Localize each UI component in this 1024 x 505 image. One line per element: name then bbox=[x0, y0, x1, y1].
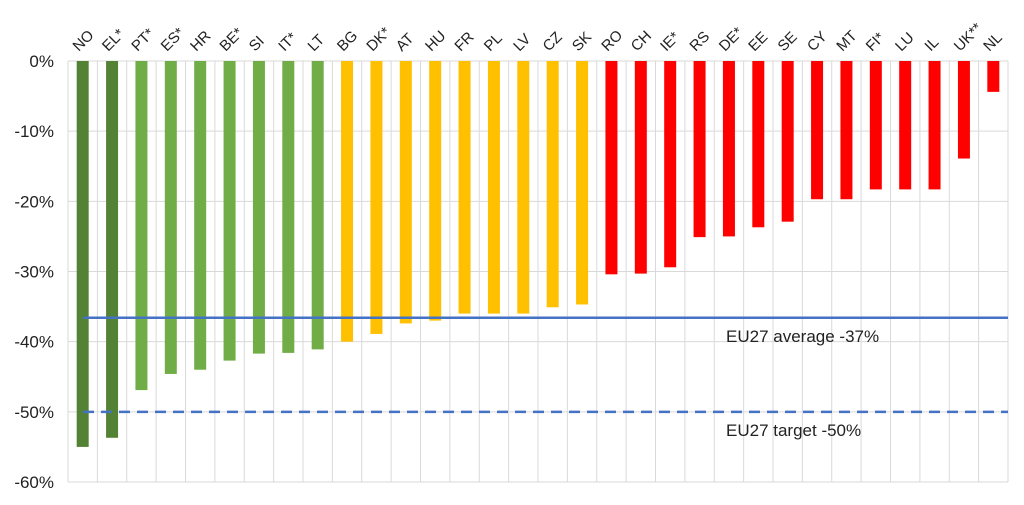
bar-pt bbox=[135, 61, 148, 391]
x-tick-label: UK** bbox=[951, 20, 986, 55]
bar-es bbox=[164, 61, 177, 374]
y-tick-label: -50% bbox=[14, 403, 54, 422]
x-tick-label: EE bbox=[745, 29, 771, 55]
bar-ro bbox=[605, 61, 618, 275]
bar-rs bbox=[693, 61, 706, 238]
x-tick-label: SE bbox=[774, 29, 800, 55]
bar-hr bbox=[194, 61, 207, 370]
bar-lu bbox=[899, 61, 912, 190]
bar-no bbox=[76, 61, 89, 447]
target-label: EU27 target -50% bbox=[726, 421, 861, 440]
bar-fr bbox=[458, 61, 471, 314]
bar-fi bbox=[869, 61, 882, 190]
x-tick-label: BG bbox=[334, 27, 361, 54]
x-tick-label: LT bbox=[304, 31, 328, 55]
x-tick-label: IL bbox=[921, 34, 942, 55]
bar-bg bbox=[341, 61, 354, 342]
x-tick-label: SK bbox=[569, 29, 595, 55]
x-tick-label: PT* bbox=[128, 25, 158, 55]
bar-dk bbox=[370, 61, 383, 334]
bar-ee bbox=[752, 61, 765, 228]
x-tick-label: RO bbox=[598, 27, 626, 55]
x-tick-label: LV bbox=[510, 31, 534, 55]
x-tick-label: PL bbox=[481, 30, 506, 55]
x-tick-label: CZ bbox=[539, 29, 565, 55]
x-tick-label: CY bbox=[804, 28, 831, 55]
x-tick-label: RS bbox=[686, 28, 713, 55]
bar-hu bbox=[429, 61, 442, 321]
x-tick-label: NO bbox=[69, 27, 97, 55]
x-tick-label: MT bbox=[833, 27, 860, 54]
x-tick-label: HU bbox=[422, 27, 449, 54]
y-tick-label: -40% bbox=[14, 333, 54, 352]
x-tick-label: CH bbox=[628, 27, 655, 54]
x-tick-label: HR bbox=[187, 27, 214, 54]
x-tick-label: BE* bbox=[216, 24, 246, 54]
x-tick-label: FI* bbox=[863, 29, 889, 55]
y-tick-label: -60% bbox=[14, 473, 54, 492]
x-tick-label: SI bbox=[246, 33, 268, 55]
bar-de bbox=[722, 61, 735, 237]
bar-lv bbox=[517, 61, 530, 314]
x-tick-label: DE* bbox=[716, 24, 747, 55]
bar-sk bbox=[576, 61, 589, 305]
bar-ch bbox=[634, 61, 647, 274]
bar-uk bbox=[957, 61, 970, 159]
bar-il bbox=[928, 61, 941, 190]
bar-at bbox=[399, 61, 412, 324]
x-tick-label: LU bbox=[892, 29, 918, 55]
bar-pl bbox=[487, 61, 500, 314]
bar-el bbox=[106, 61, 119, 438]
y-tick-label: 0% bbox=[29, 52, 54, 71]
bar-cz bbox=[546, 61, 559, 308]
x-tick-label: ES* bbox=[158, 24, 188, 54]
bar-be bbox=[223, 61, 236, 361]
x-tick-label: IT* bbox=[275, 29, 301, 55]
bar-cy bbox=[811, 61, 824, 200]
bar-nl bbox=[987, 61, 1000, 92]
y-tick-label: -20% bbox=[14, 192, 54, 211]
bar-lt bbox=[311, 61, 324, 350]
x-tick-label: IE* bbox=[657, 29, 683, 55]
bar-se bbox=[781, 61, 794, 222]
bar-mt bbox=[840, 61, 853, 200]
x-tick-label: AT bbox=[393, 30, 418, 55]
average-label: EU27 average -37% bbox=[726, 327, 879, 346]
x-tick-label: FR bbox=[451, 29, 477, 55]
bar-ie bbox=[664, 61, 677, 268]
x-tick-label: DK* bbox=[363, 24, 394, 55]
x-tick-label: EL* bbox=[99, 26, 128, 55]
bar-si bbox=[252, 61, 265, 354]
bar-it bbox=[282, 61, 295, 353]
y-tick-label: -30% bbox=[14, 263, 54, 282]
y-tick-label: -10% bbox=[14, 122, 54, 141]
